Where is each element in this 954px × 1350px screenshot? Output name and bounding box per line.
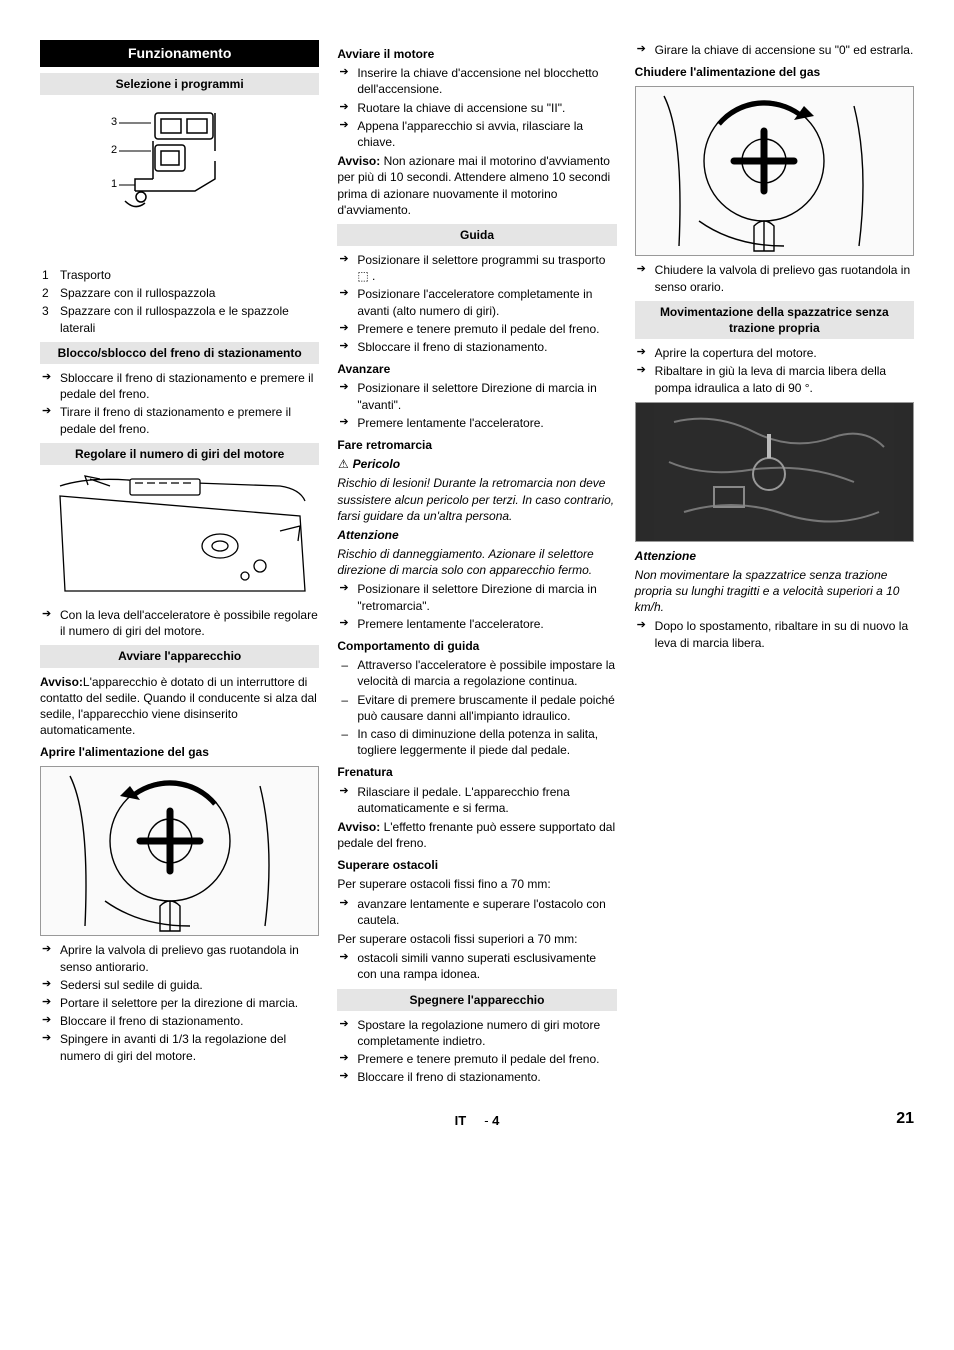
reverse-list: Posizionare il selettore Direzione di ma… [337,581,616,632]
heading-chiudere-gas: Chiudere l'alimentazione del gas [635,64,914,80]
heading-comportamento: Comportamento di guida [337,638,616,654]
footer-global-page: 21 [874,1108,914,1130]
column-2: Avviare il motore Inserire la chiave d'a… [337,40,616,1088]
danger-line: ⚠ Pericolo [337,456,616,472]
heading-avanzare: Avanzare [337,361,616,377]
obstacle-over70-list: ostacoli simili vanno superati esclusiva… [337,950,616,982]
driving-behaviour-list: Attraverso l'acceleratore è possibile im… [337,657,616,758]
legend-1: Trasporto [60,268,111,282]
attention-text: Rischio di danneggiamento. Azionare il s… [337,546,616,578]
footer-local-page: 4 [492,1113,499,1128]
legend-2: Spazzare con il rullospazzola [60,286,215,300]
figure-gas-valve-open [40,766,319,936]
obstacle-70-text: Per superare ostacoli fissi fino a 70 mm… [337,876,616,892]
danger-text: Rischio di lesioni! Durante la retromarc… [337,475,616,524]
section-header-funzionamento: Funzionamento [40,40,319,67]
subheader-freno: Blocco/sblocco del freno di stazionament… [40,342,319,364]
attention-text-3: Non movimentare la spazzatrice senza tra… [635,567,914,616]
warning-icon: ⚠ [337,456,349,472]
subheader-spegnere: Spegnere l'apparecchio [337,989,616,1011]
start-engine-list: Inserire la chiave d'accensione nel bloc… [337,65,616,150]
obstacle-over70-text: Per superare ostacoli fissi superiori a … [337,931,616,947]
braking-list: Rilasciare il pedale. L'apparecchio fren… [337,784,616,816]
subheader-guida: Guida [337,224,616,246]
freewheel-restore-list: Dopo lo spostamento, ribaltare in su di … [635,618,914,650]
drive-mode-list: Posizionare il selettore programmi su tr… [337,252,616,355]
forward-list: Posizionare il selettore Direzione di ma… [337,380,616,431]
seat-switch-note: Avviso:L'apparecchio è dotato di un inte… [40,674,319,739]
figure-throttle-lever [40,471,319,601]
subheader-movimentazione: Movimentazione della spazzatrice senza t… [635,301,914,339]
svg-text:2: 2 [111,144,117,156]
figure-gas-valve-close [635,86,914,256]
key-off-list: Girare la chiave di accensione su "0" ed… [635,42,914,58]
legend-3: Spazzare con il rullospazzola e le spazz… [60,304,289,334]
heading-avviare-motore: Avviare il motore [337,46,616,62]
subheader-giri-motore: Regolare il numero di giri del motore [40,443,319,465]
program-legend-list: 1Trasporto 2Spazzare con il rullospazzol… [40,267,319,336]
gas-close-list: Chiudere la valvola di prelievo gas ruot… [635,262,914,294]
attention-label: Attenzione [337,527,616,543]
brake-list: Sbloccare il freno di stazionamento e pr… [40,370,319,437]
subheader-selezione-programmi: Selezione i programmi [40,73,319,95]
footer-sep: - [484,1113,488,1128]
subheader-avviare-apparecchio: Avviare l'apparecchio [40,645,319,667]
footer-lang: IT [455,1113,467,1128]
shutdown-list: Spostare la regolazione numero di giri m… [337,1017,616,1086]
starter-warning: Avviso: Non azionare mai il motorino d'a… [337,153,616,218]
braking-note: Avviso: L'effetto frenante può essere su… [337,819,616,851]
throttle-list: Con la leva dell'acceleratore è possibil… [40,607,319,639]
heading-retromarcia: Fare retromarcia [337,437,616,453]
heading-frenatura: Frenatura [337,764,616,780]
freewheel-prep-list: Aprire la copertura del motore. Ribaltar… [635,345,914,396]
figure-freewheel-photo [635,402,914,542]
gas-open-list: Aprire la valvola di prelievo gas ruotan… [40,942,319,1063]
page-footer: IT - 4 21 [40,1108,914,1130]
figure-program-selector: 3 2 1 [40,101,319,261]
heading-ostacoli: Superare ostacoli [337,857,616,873]
svg-text:1: 1 [111,178,117,190]
heading-aprire-gas: Aprire l'alimentazione del gas [40,744,319,760]
attention-label-3: Attenzione [635,548,914,564]
svg-text:3: 3 [111,116,117,128]
column-1: Funzionamento Selezione i programmi 3 [40,40,319,1088]
obstacle-70-list: avanzare lentamente e superare l'ostacol… [337,896,616,928]
column-3: Girare la chiave di accensione su "0" ed… [635,40,914,1088]
